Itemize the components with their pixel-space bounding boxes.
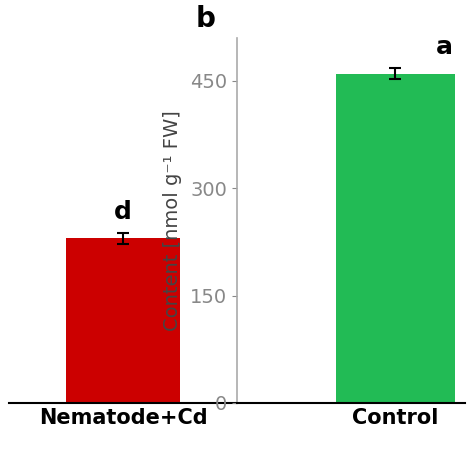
Y-axis label: Content [nmol g⁻¹ FW]: Content [nmol g⁻¹ FW] [163,110,182,331]
Text: d: d [114,200,132,224]
Bar [336,73,455,403]
Bar [66,238,180,403]
Text: b: b [196,5,216,33]
Text: a: a [436,36,453,59]
